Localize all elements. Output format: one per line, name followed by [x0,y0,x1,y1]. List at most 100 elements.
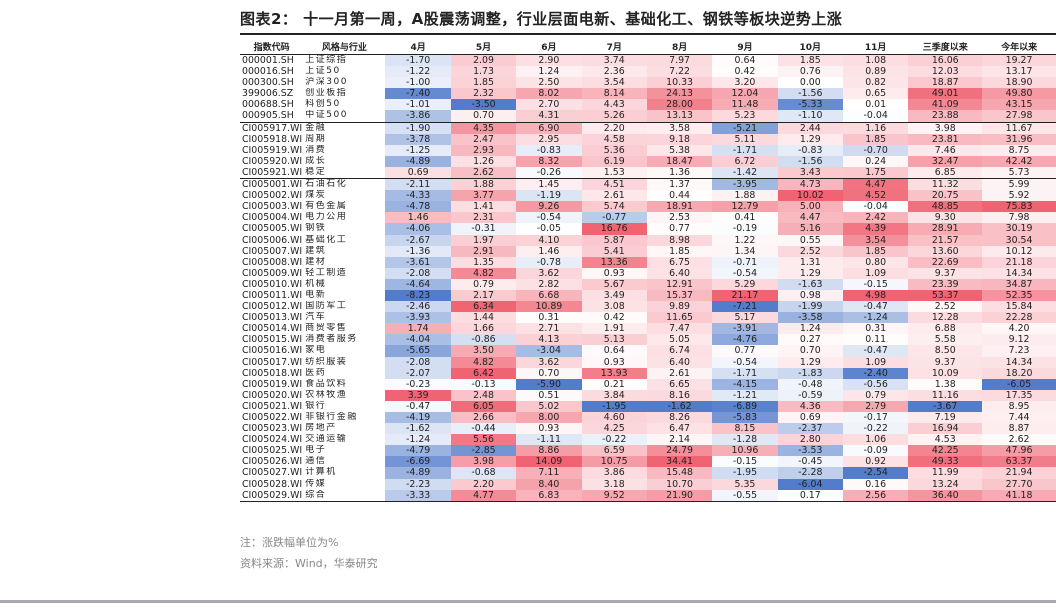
value-cell: 5.92 [982,190,1056,202]
index-code: CI005015.WI [242,334,303,346]
value-cell: 2.82 [516,278,582,290]
value-cell: 13.60 [908,245,983,257]
value-cell: 49.33 [908,456,983,468]
table-row: 000001.SH 上证综指 -1.70 2.09 2.90 3.74 7.97 0.64 1.… [240,54,1056,67]
value-cell: 2.17 [450,289,517,302]
index-name: 钢铁 [305,223,327,234]
value-cell: 1.24 [516,66,582,78]
value-cell: 5.41 [581,245,647,257]
value-cell: 0.24 [842,155,909,167]
column-header: 三季度以来 [908,38,983,55]
value-cell: -0.78 [516,256,582,268]
value-cell: 10.12 [982,245,1056,257]
value-cell: -0.31 [450,223,517,235]
index-code: CI005917.WI [240,121,304,134]
value-cell: 8.02 [516,88,582,100]
value-cell: 4.82 [450,356,517,368]
value-cell: 3.74 [581,54,647,67]
table-body: 000001.SH 上证综指 -1.70 2.09 2.90 3.74 7.97 0.64 1.… [240,54,1056,502]
value-cell: -0.59 [777,389,843,401]
column-header: 8月 [646,38,713,55]
index-name: 电新 [305,289,327,300]
value-cell: 1.97 [450,234,517,246]
index-code: CI005016.WI [242,345,303,357]
value-cell: 0.21 [581,378,647,390]
index-name: 家电 [305,345,327,356]
value-cell: -1.71 [712,144,778,156]
column-header: 10月 [777,38,843,55]
value-cell: 1.38 [908,378,983,390]
value-cell: 47.96 [982,445,1056,457]
table-row: CI005004.WI 电力公用 1.46 2.31 -0.54 -0.77 2.53 0.4… [240,212,1056,224]
value-cell: 2.14 [646,434,713,446]
value-cell: 10.96 [712,445,778,457]
value-cell: -5.90 [516,378,582,390]
value-cell: 2.79 [842,400,909,412]
value-cell: 75.83 [982,201,1056,213]
value-cell: 0.42 [712,66,778,78]
table-row: 000300.SH 沪深300 -1.00 1.85 2.50 3.54 10.33 3.20… [240,77,1056,89]
index-name: 上证50 [305,66,341,77]
value-cell: 4.52 [842,190,909,202]
index-name: 基础化工 [305,234,348,245]
value-cell: 4.39 [842,223,909,235]
value-cell: 7.47 [646,323,713,335]
value-cell: 4.73 [777,178,843,191]
index-code: CI005017.WI [242,356,303,368]
index-code: CI005029.WI [240,489,304,502]
value-cell: 5.87 [581,234,647,246]
index-code: 000001.SH [242,55,294,66]
value-cell: 12.91 [646,278,713,290]
value-cell: 11.32 [908,178,983,191]
value-cell: 20.75 [908,190,983,202]
table-row: CI005005.WI 钢铁 -4.06 -0.31 -0.05 16.76 0.77 -0.… [240,223,1056,235]
value-cell: 1.85 [777,54,843,67]
table-row: CI005008.WI 建材 -3.61 1.35 -0.78 13.36 6.75 -0.7… [240,256,1056,268]
value-cell: 14.34 [982,267,1056,279]
value-cell: -0.54 [712,356,778,368]
value-cell: 4.60 [581,412,647,424]
value-cell: 21.94 [982,467,1056,479]
value-cell: 3.08 [581,301,647,313]
value-cell: -0.47 [842,301,909,313]
value-cell: 9.12 [982,334,1056,346]
value-cell: -1.95 [712,467,778,479]
value-cell: 4.47 [777,212,843,224]
value-cell: 21.90 [646,489,713,502]
index-code: CI005005.WI [242,223,303,235]
value-cell: -3.91 [712,323,778,335]
index-name: 非银行金融 [305,412,358,422]
value-cell: 0.70 [450,110,517,123]
value-cell: 0.64 [581,345,647,357]
index-code: CI005009.WI [242,267,303,279]
value-cell: 8.40 [516,478,582,490]
value-cell: 4.10 [516,234,582,246]
value-cell: -1.36 [385,245,451,257]
value-cell: 36.40 [908,489,983,502]
value-cell: 28.00 [646,99,713,111]
value-cell: -1.24 [842,312,909,324]
table-row: CI005028.WI 传媒 -2.23 2.20 8.40 3.18 10.70 5.35-… [240,478,1056,490]
value-cell: 5.38 [646,144,713,156]
index-code: CI005010.WI [242,278,303,290]
value-cell: 4.25 [581,423,647,435]
value-cell: 22.69 [908,256,983,268]
value-cell: 1.31 [777,256,843,268]
value-cell: 11.99 [908,467,983,479]
column-header: 11月 [842,38,909,55]
value-cell: 8.15 [712,423,778,435]
table-row: CI005018.WI 医药 -2.07 6.42 0.70 13.93 2.61 -1.71… [240,367,1056,379]
value-cell: -2.11 [385,178,451,191]
value-cell: 5.00 [777,201,843,213]
value-cell: 9.26 [516,201,582,213]
value-cell: 0.69 [385,166,451,179]
value-cell: 11.65 [646,312,713,324]
value-cell: 0.17 [777,489,843,502]
value-cell: -3.67 [908,400,983,412]
table-row: CI005009.WI 轻工制造 -2.08 4.82 3.62 0.93 6.40 -0.5… [240,267,1056,279]
value-cell: -0.45 [777,456,843,468]
value-cell: 7.97 [646,54,713,67]
value-cell: -4.64 [385,278,451,290]
value-cell: -3.04 [516,345,582,357]
value-cell: -3.93 [385,312,451,324]
